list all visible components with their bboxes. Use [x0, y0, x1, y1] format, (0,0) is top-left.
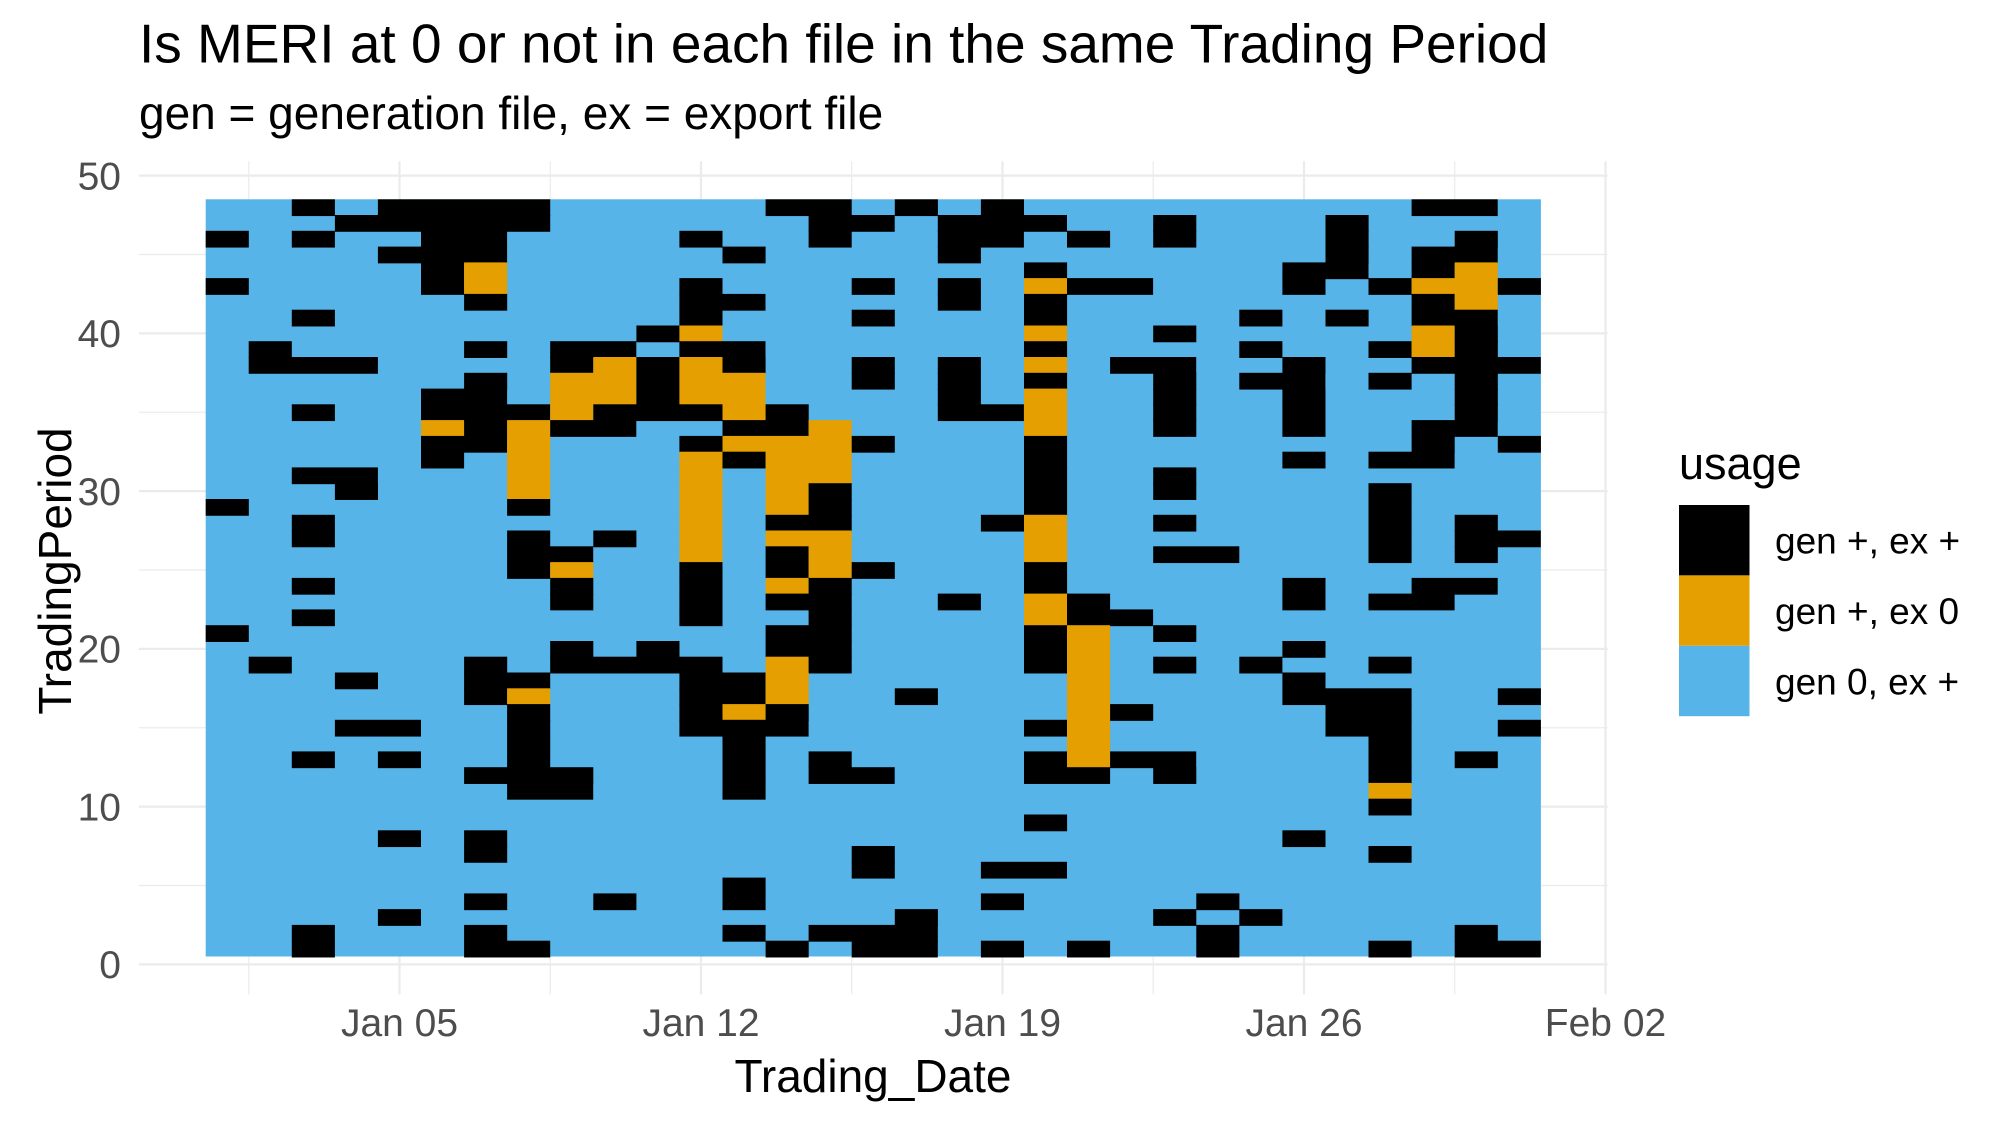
svg-text:usage: usage: [1679, 438, 1802, 489]
svg-text:Trading_Date: Trading_Date: [734, 1050, 1011, 1102]
svg-text:gen = generation file, ex = ex: gen = generation file, ex = export file: [139, 87, 883, 139]
svg-text:gen +, ex 0: gen +, ex 0: [1775, 591, 1959, 632]
svg-text:gen 0, ex +: gen 0, ex +: [1775, 661, 1959, 702]
svg-text:0: 0: [99, 944, 121, 987]
svg-text:30: 30: [78, 471, 121, 514]
svg-text:50: 50: [78, 155, 121, 198]
svg-text:Jan 26: Jan 26: [1245, 1002, 1362, 1045]
svg-text:10: 10: [78, 786, 121, 829]
svg-text:Is MERI at 0 or not in each fi: Is MERI at 0 or not in each file in the …: [139, 13, 1548, 75]
svg-text:20: 20: [78, 629, 121, 672]
svg-text:gen +, ex +: gen +, ex +: [1775, 521, 1960, 562]
svg-text:Jan 12: Jan 12: [642, 1002, 759, 1045]
svg-text:TradingPeriod: TradingPeriod: [29, 427, 81, 714]
svg-text:40: 40: [78, 313, 121, 356]
svg-text:Feb 02: Feb 02: [1545, 1002, 1666, 1045]
svg-text:Jan 19: Jan 19: [944, 1002, 1061, 1045]
svg-text:Jan 05: Jan 05: [341, 1002, 458, 1045]
